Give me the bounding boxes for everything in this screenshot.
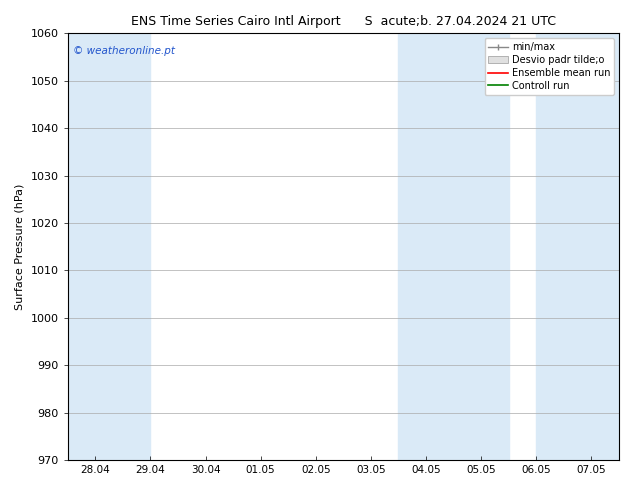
Y-axis label: Surface Pressure (hPa): Surface Pressure (hPa): [15, 184, 25, 310]
Bar: [536, 33, 619, 460]
Legend: min/max, Desvio padr tilde;o, Ensemble mean run, Controll run: min/max, Desvio padr tilde;o, Ensemble m…: [484, 38, 614, 95]
Bar: [399, 33, 508, 460]
Text: © weatheronline.pt: © weatheronline.pt: [73, 46, 175, 56]
Title: ENS Time Series Cairo Intl Airport      S  acute;b. 27.04.2024 21 UTC: ENS Time Series Cairo Intl Airport S acu…: [131, 15, 556, 28]
Bar: [68, 33, 150, 460]
